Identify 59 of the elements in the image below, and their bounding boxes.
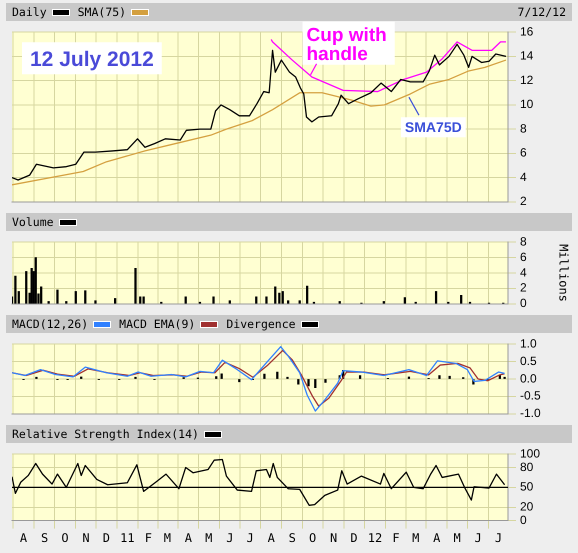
x-tick-label: J <box>494 530 502 545</box>
annotation: SMA75D <box>404 119 462 136</box>
y-tick-label: 4 <box>520 170 527 184</box>
y-tick-label: 8 <box>520 121 527 136</box>
y-tick-label: 20 <box>520 500 534 514</box>
y-tick-label: 0.0 <box>520 371 538 386</box>
x-tick-label: M <box>453 530 461 545</box>
x-tick-label: 12 <box>368 530 382 545</box>
y-tick-label: 8 <box>520 234 527 249</box>
legend-label: Divergence <box>226 317 296 331</box>
y-tick-label: 12 <box>520 72 534 87</box>
y-tick-label: 50 <box>520 480 534 494</box>
x-tick-label: J <box>246 530 254 545</box>
x-tick-label: O <box>308 530 316 545</box>
x-tick-label: A <box>433 530 442 545</box>
text: 12 July 2012 <box>30 48 154 72</box>
legend-label: MACD(12,26) <box>12 317 88 331</box>
x-tick-label: S <box>288 530 296 545</box>
x-tick-label: M <box>205 530 212 545</box>
x-tick-label: A <box>268 530 276 545</box>
legend-label: SMA(75) <box>78 5 126 19</box>
y-tick-label: 0.5 <box>520 354 538 368</box>
x-tick-label: N <box>82 530 90 545</box>
x-tick-label: A <box>184 530 193 545</box>
y-tick-label: 2 <box>520 194 527 208</box>
y-tick-label: 1.0 <box>520 336 538 351</box>
legend-label: Relative Strength Index(14) <box>12 427 199 441</box>
y-tick-label: 80 <box>520 460 534 474</box>
y-tick-label: 10 <box>520 97 534 112</box>
y-tick-label: 14 <box>520 48 534 63</box>
x-tick-label: D <box>350 530 358 545</box>
x-tick-label: N <box>330 530 338 545</box>
x-tick-label: O <box>61 530 69 545</box>
x-tick-label: 11 <box>120 530 135 545</box>
annotation: Cup with handle <box>306 24 387 65</box>
y-tick-label: -1.0 <box>520 406 542 420</box>
x-tick-label: F <box>392 530 400 545</box>
y-tick-label: 0 <box>520 512 527 527</box>
y-tick-label: 2 <box>520 280 527 295</box>
y-tick-label: -0.5 <box>520 388 542 403</box>
y-tick-label: 4 <box>520 265 527 280</box>
y-tick-label: 16 <box>520 24 534 39</box>
y-tick-label: 0 <box>520 296 527 310</box>
legend-label: Daily <box>12 5 47 19</box>
x-tick-label: A <box>20 530 28 545</box>
y-tick-label: 6 <box>520 250 527 264</box>
x-tick-label: F <box>144 530 152 545</box>
x-tick-label: S <box>40 530 48 545</box>
text: 7/12/12 <box>518 5 566 19</box>
x-tick-label: M <box>412 530 420 545</box>
legend-label: Volume <box>12 215 54 229</box>
y-tick-label: 100 <box>520 446 540 461</box>
x-tick-label: D <box>102 530 110 545</box>
y-axis-title: Millions <box>556 244 571 302</box>
legend-label: MACD EMA(9) <box>119 317 196 331</box>
x-tick-label: J <box>226 530 234 545</box>
x-tick-label: M <box>164 530 171 545</box>
x-tick-label: J <box>474 530 482 545</box>
y-tick-label: 6 <box>520 146 527 160</box>
